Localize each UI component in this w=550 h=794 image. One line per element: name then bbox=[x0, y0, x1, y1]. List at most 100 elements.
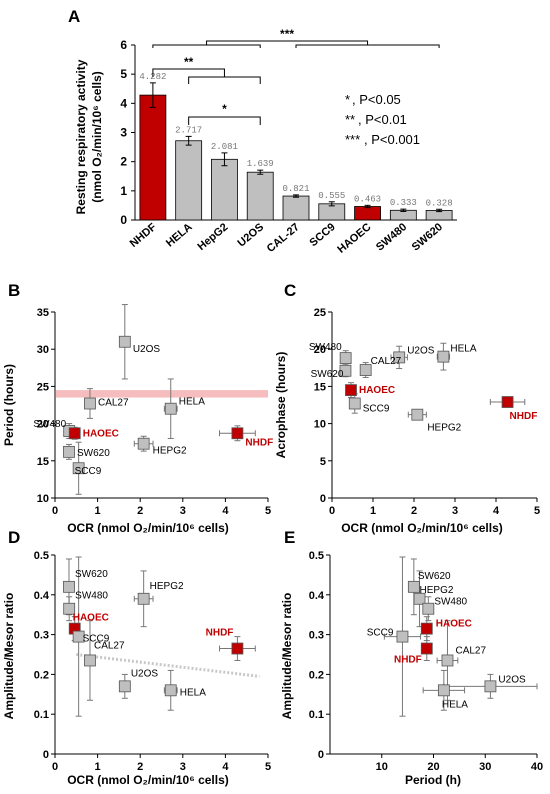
panel-e-point-sw480 bbox=[422, 602, 435, 615]
sig-label-three-star: *** bbox=[280, 27, 294, 41]
panel-c-ytick-label: 15 bbox=[314, 381, 326, 393]
panel-d-ytick-label: 0 bbox=[43, 749, 49, 761]
panel-b-ytick-label: 35 bbox=[37, 307, 49, 319]
panel-letter-c: C bbox=[284, 281, 296, 300]
panel-c-xtick-label: 4 bbox=[493, 505, 500, 517]
category-label-hela: HELA bbox=[164, 221, 195, 249]
legend-text-3: , P<0.001 bbox=[364, 132, 420, 147]
panel-c-label-nhdf: NHDF bbox=[510, 411, 538, 422]
panel-d-point-hela bbox=[164, 684, 177, 697]
panel-a-ytick-label: 3 bbox=[120, 126, 127, 140]
panel-e-xtick-label: 10 bbox=[376, 761, 388, 773]
panel-a-ytick-label: 0 bbox=[120, 213, 127, 227]
bar-nhdf bbox=[139, 94, 167, 221]
panel-d-ytick-label: 0.3 bbox=[34, 630, 49, 642]
panel-b-point-hepg2 bbox=[137, 437, 150, 450]
panel-d-ytick-label: 0.2 bbox=[34, 669, 49, 681]
panel-b-point-scc9 bbox=[72, 462, 85, 475]
panel-e-label-u2os: U2OS bbox=[498, 674, 526, 685]
bar-hela bbox=[175, 140, 203, 221]
panel-d-label-hela: HELA bbox=[180, 687, 206, 698]
panel-b-xtick-label: 5 bbox=[265, 505, 271, 517]
panel-b-point-hela bbox=[164, 402, 177, 415]
sig-bracket-one-star bbox=[188, 116, 261, 125]
panel-d-label-scc9: SCC9 bbox=[83, 634, 110, 645]
legend-text-1: , P<0.05 bbox=[352, 92, 401, 107]
panel-d-xlabel: OCR (nmol O₂/min/10⁶ cells) bbox=[67, 773, 229, 787]
panel-c-label-hepg2: HEPG2 bbox=[427, 423, 461, 434]
panel-b-xtick-label: 2 bbox=[137, 505, 143, 517]
panel-c-label-haoec: HAOEC bbox=[359, 385, 395, 396]
panel-d-xtick-label: 4 bbox=[222, 761, 229, 773]
panel-c-point-scc9 bbox=[348, 397, 361, 410]
panel-c-ytick-label: 5 bbox=[320, 456, 326, 468]
panel-e-ytick-label: 0 bbox=[318, 749, 324, 761]
sig-bracket-two-star-group bbox=[188, 76, 261, 84]
panel-b-ytick-label: 15 bbox=[37, 456, 49, 468]
sig-label-two-star: ** bbox=[184, 55, 194, 69]
legend-text-2: , P<0.01 bbox=[358, 112, 407, 127]
panel-c-xtick-label: 1 bbox=[370, 505, 376, 517]
panel-e-ytick-label: 0.2 bbox=[309, 669, 324, 681]
panel-c-ytick-label: 25 bbox=[314, 307, 326, 319]
panel-a-significance-legend: * , P<0.05 ** , P<0.01 *** , P<0.001 bbox=[345, 92, 420, 147]
panel-b-xtick-label: 3 bbox=[180, 505, 186, 517]
bar-haoec bbox=[354, 206, 381, 221]
panel-d-point-sw480 bbox=[63, 602, 76, 615]
panel-b-24h-band bbox=[56, 390, 268, 398]
value-label-sw480: 0.333 bbox=[390, 198, 417, 208]
panel-d-ylabel: Amplitude/Mesor ratio bbox=[2, 593, 16, 720]
panel-c-point-sw480 bbox=[339, 352, 352, 365]
panel-d-ytick-label: 0.5 bbox=[34, 550, 49, 562]
value-label-cal-27: 0.821 bbox=[282, 184, 309, 194]
panel-d-xtick-label: 2 bbox=[137, 761, 143, 773]
legend-stars-1: * bbox=[345, 92, 350, 107]
panel-e-xtick-label: 20 bbox=[427, 761, 439, 773]
panel-c-ytick-label: 20 bbox=[314, 344, 326, 356]
panel-a-ylabel-line2: (nmol O₂/min/10⁶ cells) bbox=[90, 71, 104, 203]
panel-e-ytick-label: 0.4 bbox=[309, 590, 325, 602]
panel-e-xlabel: Period (h) bbox=[405, 773, 461, 787]
panel-c-label-hela: HELA bbox=[450, 344, 476, 355]
panel-d-point-sw620 bbox=[63, 580, 75, 593]
panel-e-label-sw480: SW480 bbox=[434, 597, 467, 608]
panel-e-ylabel: Amplitude/Mesor ratio bbox=[280, 593, 294, 720]
panel-b-point-nhdf bbox=[231, 427, 244, 440]
category-label-sw480: SW480 bbox=[374, 221, 409, 253]
panel-c-point-u2os bbox=[393, 351, 406, 364]
panel-c-point-hepg2 bbox=[411, 408, 424, 421]
value-label-haoec: 0.463 bbox=[354, 194, 381, 204]
panel-d-point-cal27 bbox=[84, 654, 96, 667]
panel-e-point-scc9 bbox=[396, 630, 409, 643]
panel-d-point-hepg2 bbox=[137, 592, 150, 605]
panel-e-label-hepg2: HEPG2 bbox=[420, 585, 454, 596]
panel-a-ytick-label: 4 bbox=[120, 96, 127, 110]
panel-c-ylabel: Acrophase (hours) bbox=[274, 352, 288, 459]
panel-a-ylabel-line1: Resting respiratory activity bbox=[74, 59, 88, 214]
panel-c-ytick-label: 10 bbox=[314, 419, 326, 431]
panel-b-xtick-label: 1 bbox=[95, 505, 101, 517]
panel-c-label-scc9: SCC9 bbox=[363, 404, 390, 415]
panel-a-ytick-label: 6 bbox=[120, 38, 127, 52]
panel-b-ytick-label: 20 bbox=[37, 419, 49, 431]
panel-d-ytick-label: 0.4 bbox=[34, 590, 50, 602]
panel-d-label-sw480: SW480 bbox=[75, 591, 108, 602]
panel-e-label-hela: HELA bbox=[442, 699, 468, 710]
panel-c-xtick-label: 0 bbox=[329, 505, 335, 517]
panel-c-ytick-label: 0 bbox=[320, 493, 326, 505]
panel-letter-e: E bbox=[284, 528, 295, 547]
panel-e-xtick-label: 40 bbox=[531, 761, 543, 773]
panel-c-xtick-label: 3 bbox=[452, 505, 458, 517]
panel-b-ylabel: Period (hours) bbox=[2, 364, 16, 446]
panel-c-point-sw620 bbox=[339, 364, 352, 377]
panel-d-point-nhdf bbox=[231, 642, 244, 655]
panel-e-point-nhdf bbox=[420, 642, 433, 655]
panel-c-label-sw620: SW620 bbox=[311, 369, 344, 380]
panel-b-label-nhdf: NHDF bbox=[245, 437, 273, 448]
panel-d-xtick-label: 0 bbox=[52, 761, 58, 773]
value-label-hepg2: 2.081 bbox=[211, 142, 238, 152]
panel-d-scatter: Amplitude/Mesor ratio OCR (nmol O₂/min/1… bbox=[2, 550, 271, 787]
panel-a-ytick-label: 5 bbox=[120, 67, 127, 81]
panel-d-point-u2os bbox=[118, 680, 131, 693]
panel-b-label-u2os: U2OS bbox=[133, 344, 161, 355]
